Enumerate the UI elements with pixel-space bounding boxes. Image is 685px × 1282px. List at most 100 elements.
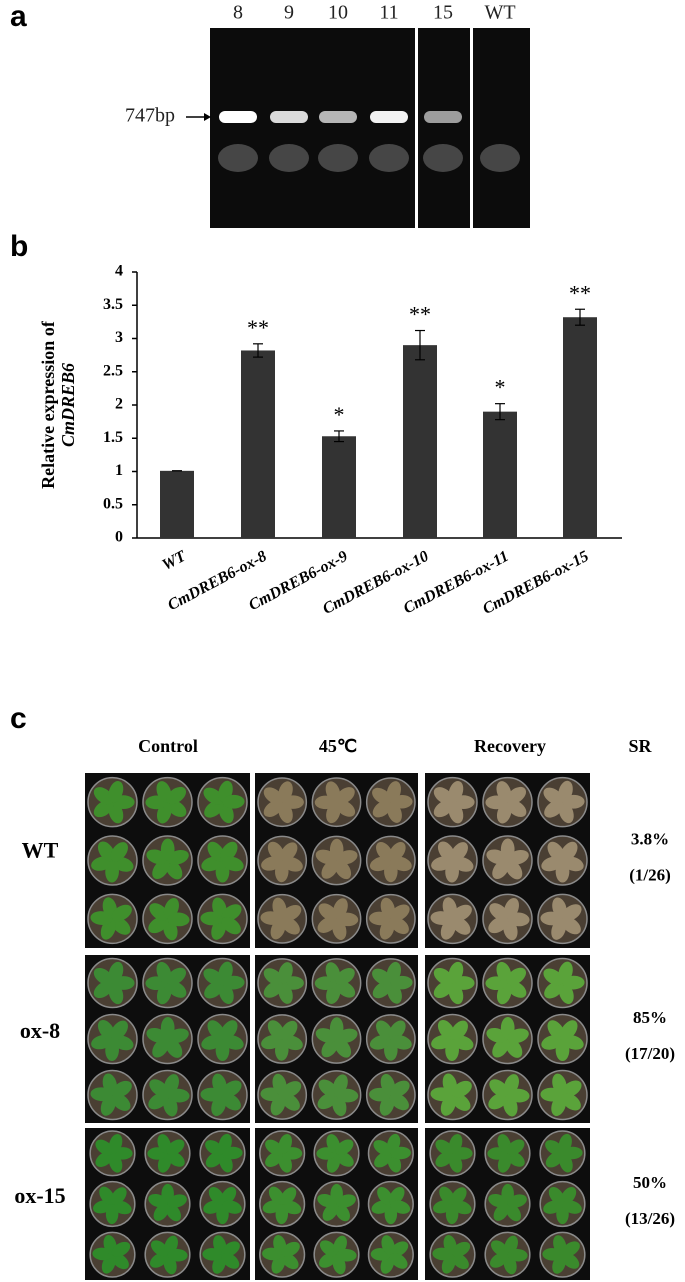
leaf [334,1038,352,1058]
leaf [111,904,132,922]
leaf [93,800,114,818]
leaf [167,1088,190,1103]
gel-band [424,111,462,123]
leaf [493,1203,510,1221]
leaf [165,859,183,880]
error-bar [415,329,425,361]
leaf [318,1079,338,1097]
leaf [95,1139,114,1156]
leaf [203,787,224,805]
leaf [93,980,114,999]
leaf [488,1092,509,1110]
panel-label: c [10,702,27,735]
leaf [150,1240,169,1257]
survival-rate: 85% [633,1008,667,1027]
bar [483,411,517,538]
leaf [97,841,115,862]
leaf [166,1151,185,1167]
leaf [561,916,581,935]
column-header: 45℃ [319,736,357,756]
leaf [388,842,406,862]
leaf [547,1020,565,1040]
leaf [278,1134,292,1154]
leaf [111,1253,129,1270]
column-header: Control [138,736,198,756]
y-tick-label: 2.5 [103,362,123,379]
leaf [221,1080,242,1098]
leaf [439,1186,455,1205]
leaf [263,787,284,805]
leaf [280,1187,297,1205]
leaf [99,1186,115,1205]
leaf [336,1088,359,1103]
leaf [166,800,187,817]
x-tick-label: WT [159,547,189,574]
leaf [544,800,564,818]
leaf [108,1134,123,1154]
row-label: ox-8 [20,1018,60,1043]
leaf [110,1020,128,1040]
leaf [203,968,224,986]
gel [418,28,470,228]
leaf [437,841,455,862]
error-bar [334,430,344,443]
leaf [93,787,114,805]
leaf [507,1028,529,1044]
leaf [336,1248,357,1262]
leaf [335,967,355,985]
significance: * [495,375,506,400]
leaf [505,859,523,880]
leaf [490,1240,509,1257]
leaf [221,1093,241,1111]
leaf [561,1252,580,1269]
leaf [390,856,412,872]
y-axis-label: Relative expression of [38,320,58,489]
leaf [389,1093,409,1111]
lane-label: 9 [284,2,294,24]
column-header: SR [628,736,652,756]
leaf [548,1186,565,1205]
leaf [450,1020,468,1040]
leaf [281,1253,299,1270]
leaf [280,842,298,862]
leaf [111,1080,132,1098]
y-tick-label: 2 [115,396,123,413]
leaf [335,1139,354,1156]
leaf [562,1035,584,1050]
leaf [221,1252,240,1269]
leaf [148,1092,169,1110]
leaf [205,1151,224,1168]
leaf [390,1035,412,1050]
leaf [335,980,356,998]
panel-label: a [10,0,27,33]
leaf [208,1186,225,1205]
gel-band [370,111,408,123]
leaf [506,786,527,805]
leaf [388,1186,405,1205]
lane-label: 10 [328,2,348,24]
significance: ** [569,280,591,305]
leaf [492,859,510,880]
leaf [372,968,392,986]
leaf [543,968,564,986]
leaf [433,967,454,986]
leaf [318,1252,338,1268]
leaf [268,1186,285,1205]
gel-band [319,111,357,123]
leaf [278,962,293,984]
leaf [278,781,293,803]
leaf [448,780,464,803]
leaf [97,1019,115,1040]
leaf [321,1038,339,1058]
leaf [111,1241,131,1257]
leaf [167,1248,188,1262]
leaf [152,1038,170,1058]
leaf [110,1187,127,1205]
significance: ** [247,315,269,340]
lane-label: 8 [233,2,243,24]
leaf [545,1151,564,1168]
leaf [507,1194,527,1208]
error-bar [575,308,585,326]
survival-rate: 50% [633,1173,667,1192]
leaf [149,903,169,921]
